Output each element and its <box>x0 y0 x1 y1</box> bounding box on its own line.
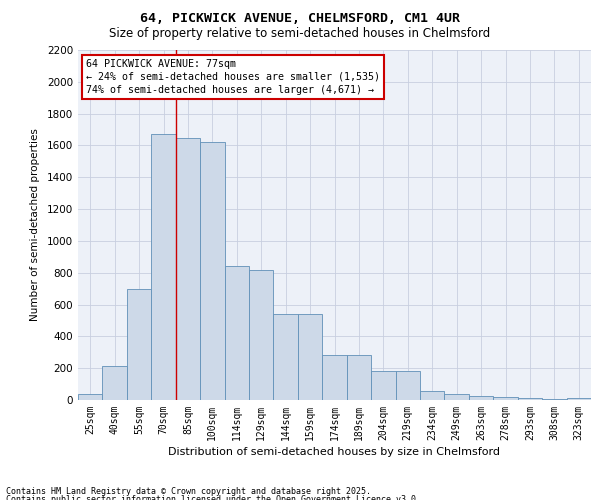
Text: Contains public sector information licensed under the Open Government Licence v3: Contains public sector information licen… <box>6 495 421 500</box>
Bar <box>249 270 274 400</box>
Text: 64 PICKWICK AVENUE: 77sqm
← 24% of semi-detached houses are smaller (1,535)
74% : 64 PICKWICK AVENUE: 77sqm ← 24% of semi-… <box>86 59 380 95</box>
Bar <box>200 142 224 400</box>
Bar <box>78 394 103 400</box>
Bar <box>347 356 371 400</box>
Bar <box>542 399 566 400</box>
Text: Contains HM Land Registry data © Crown copyright and database right 2025.: Contains HM Land Registry data © Crown c… <box>6 488 371 496</box>
Bar <box>274 314 298 400</box>
Text: Size of property relative to semi-detached houses in Chelmsford: Size of property relative to semi-detach… <box>109 28 491 40</box>
Bar <box>566 398 591 400</box>
Bar <box>224 266 249 400</box>
Bar <box>518 398 542 400</box>
Bar <box>469 396 493 400</box>
Bar <box>176 138 200 400</box>
Bar <box>420 391 445 400</box>
Bar <box>322 356 347 400</box>
X-axis label: Distribution of semi-detached houses by size in Chelmsford: Distribution of semi-detached houses by … <box>169 447 500 457</box>
Bar <box>103 366 127 400</box>
Bar <box>445 394 469 400</box>
Bar <box>371 370 395 400</box>
Bar <box>127 288 151 400</box>
Bar <box>493 397 518 400</box>
Y-axis label: Number of semi-detached properties: Number of semi-detached properties <box>30 128 40 322</box>
Text: 64, PICKWICK AVENUE, CHELMSFORD, CM1 4UR: 64, PICKWICK AVENUE, CHELMSFORD, CM1 4UR <box>140 12 460 26</box>
Bar <box>298 314 322 400</box>
Bar <box>395 370 420 400</box>
Bar <box>151 134 176 400</box>
